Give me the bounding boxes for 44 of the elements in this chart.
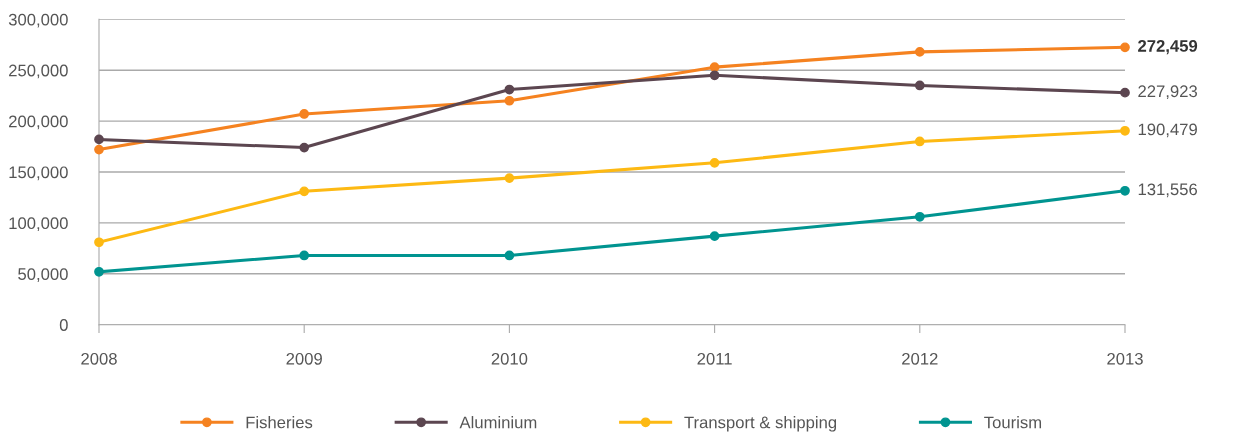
point [1120,87,1130,98]
point [504,84,515,95]
y-tick-label: 150,000 [9,166,68,181]
point [914,136,925,147]
legend-label: Aluminium [459,416,537,429]
point [914,211,925,222]
legend-label: Fisheries [246,416,313,429]
x-tick-label: 2008 [81,352,117,365]
y-tick-label: 100,000 [9,217,68,232]
point [94,134,104,145]
point [94,144,104,155]
y-tick-label: 0 [59,319,68,331]
point [1120,42,1130,53]
x-tick-label: 2011 [697,352,732,365]
point [299,109,310,119]
legend-label: Tourism [984,416,1042,429]
point [709,70,720,81]
data-label: 131,556 [1138,183,1198,198]
point [94,237,104,248]
point [914,80,925,91]
point [709,157,720,168]
legend-label: Transport & shipping [684,416,837,432]
data-label: 227,923 [1138,85,1198,100]
data-label: 272,459 [1138,40,1198,55]
point [299,250,310,261]
point [504,173,515,183]
point [1120,125,1130,136]
data-label: 190,479 [1138,123,1197,138]
x-tick-label: 2013 [1107,352,1143,365]
y-tick-label: 250,000 [9,64,68,79]
point [504,95,515,106]
point [299,186,310,197]
y-tick-label: 300,000 [8,13,68,28]
x-tick-label: 2012 [902,352,938,365]
point [709,231,720,241]
y-tick-label: 50,000 [18,268,68,282]
x-tick-label: 2009 [286,352,322,365]
point [1120,185,1130,196]
point [914,47,925,57]
x-tick-label: 2010 [491,352,528,365]
point [94,266,104,277]
point [299,142,310,153]
point [504,250,515,261]
y-tick-label: 200,000 [9,115,68,130]
